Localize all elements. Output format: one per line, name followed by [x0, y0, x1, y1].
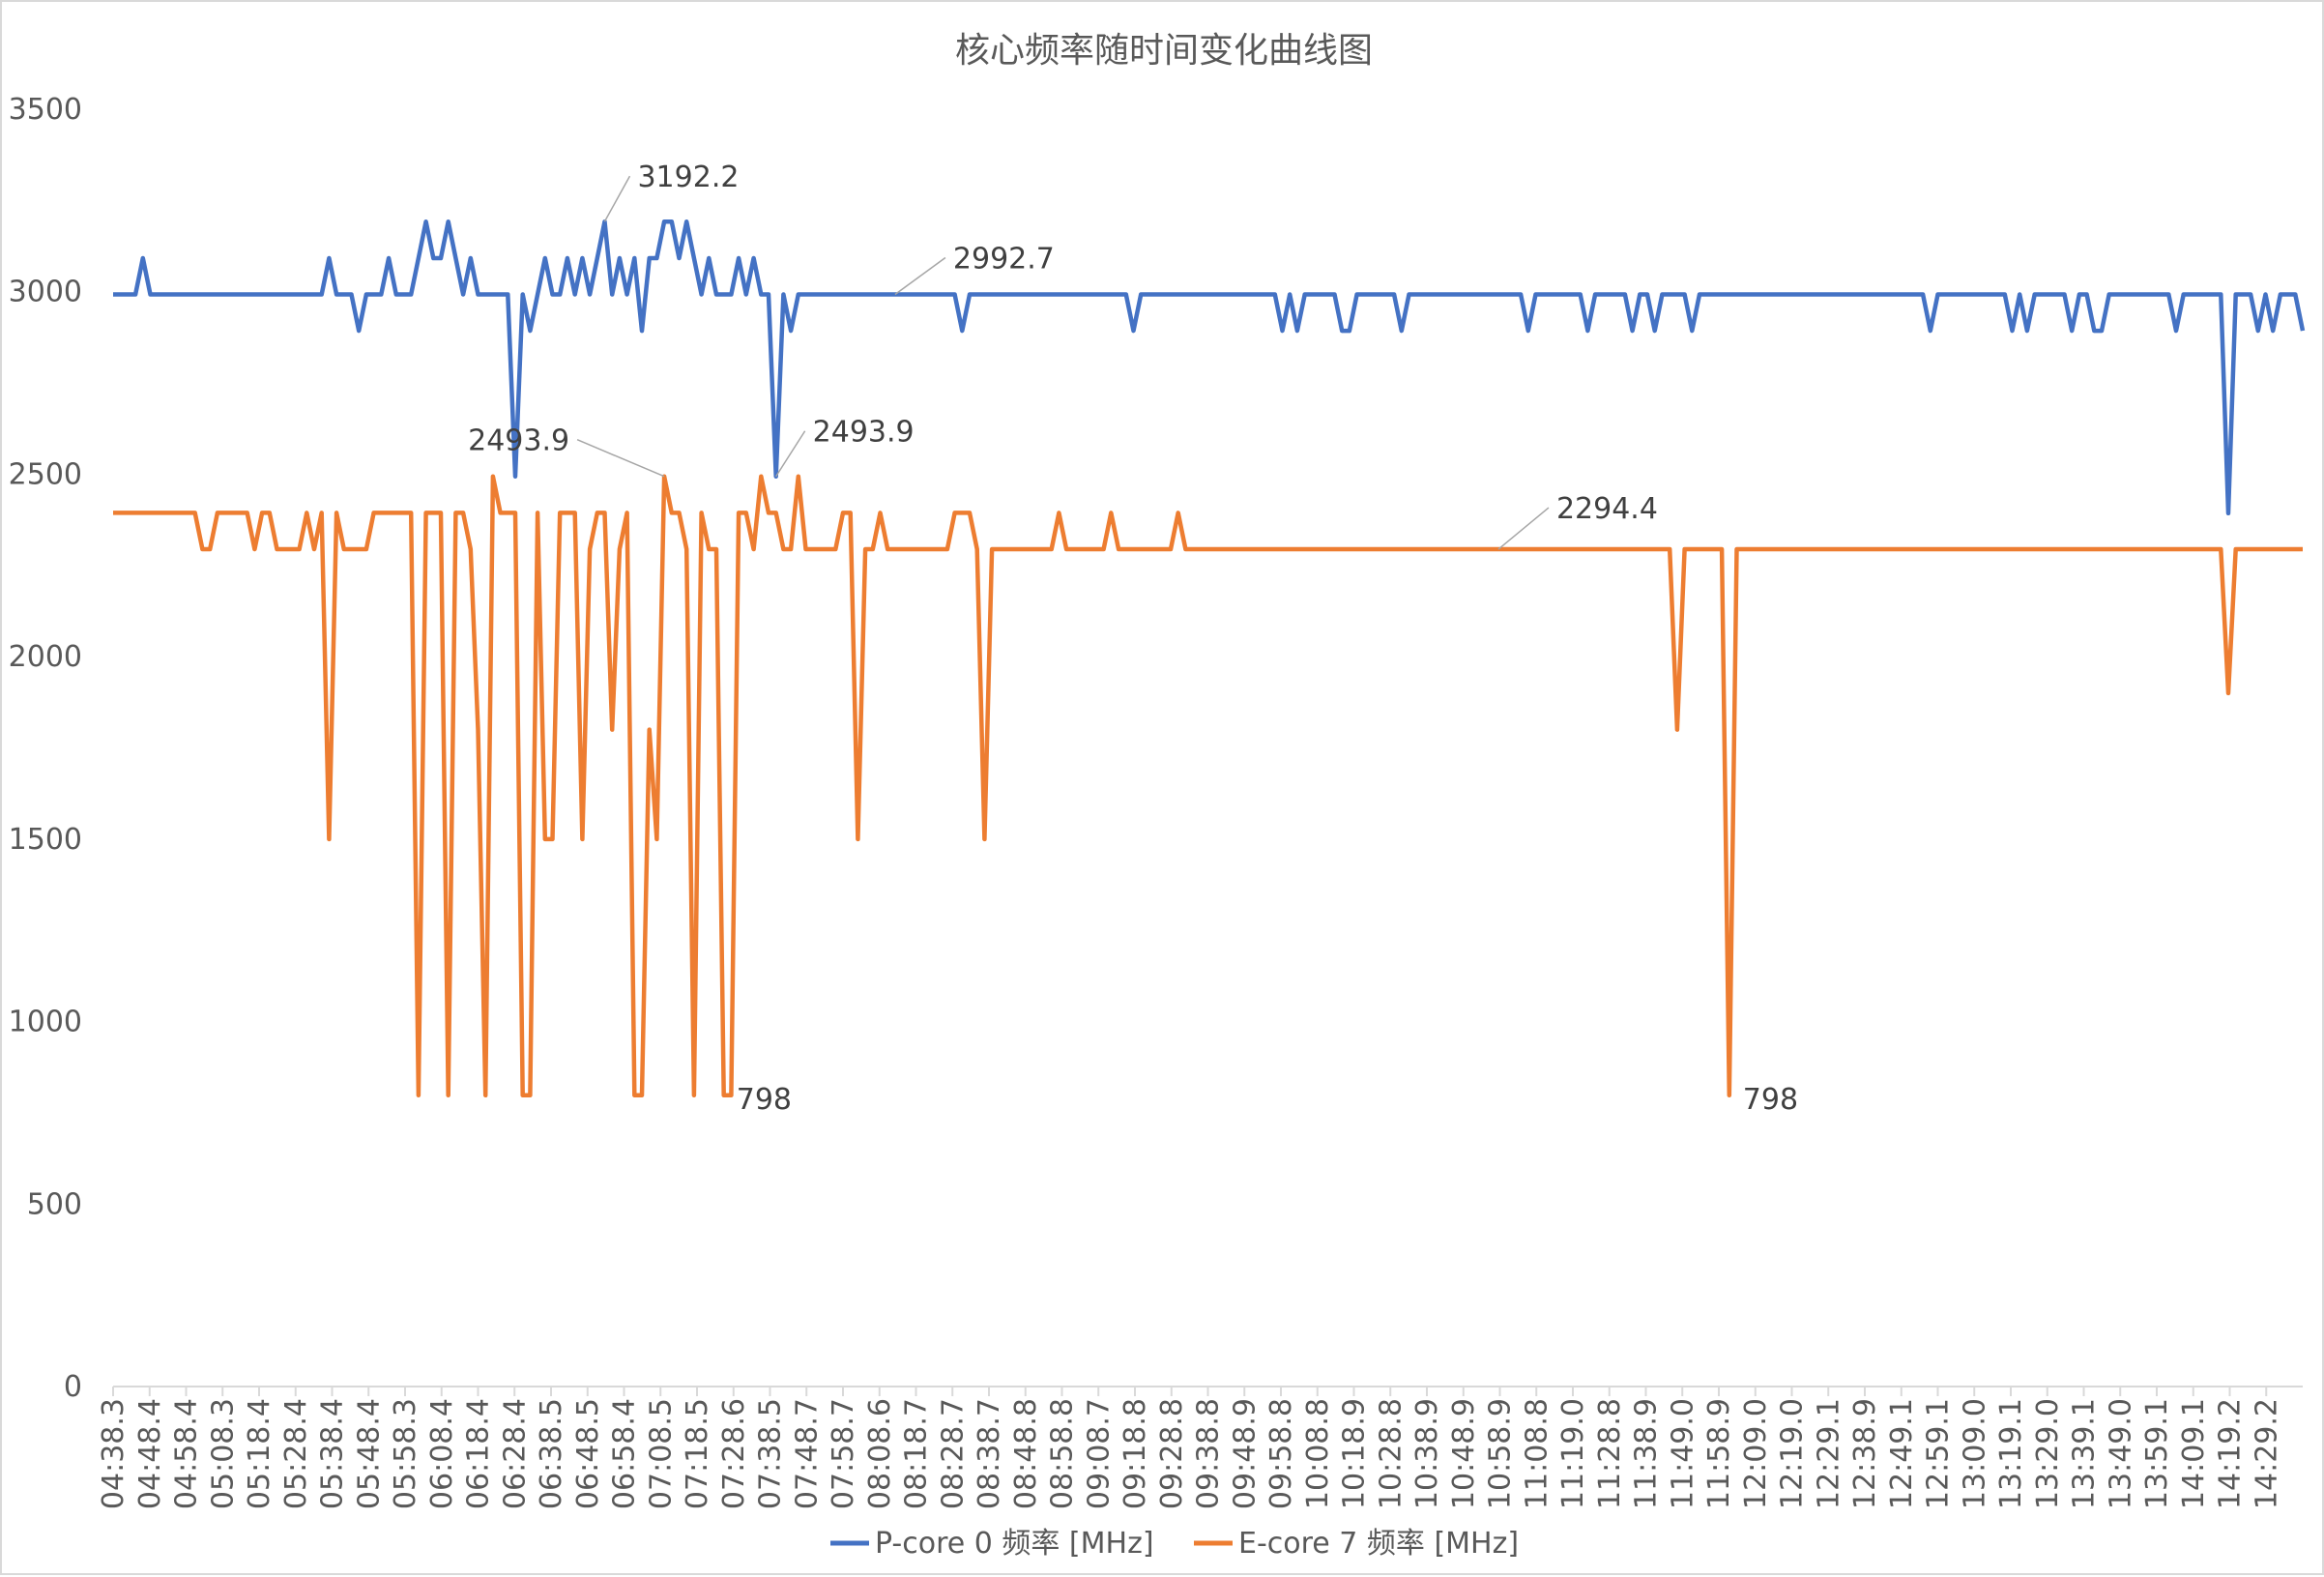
x-tick-label: 06:18.4	[462, 1398, 496, 1509]
x-tick-label: 06:58.4	[608, 1398, 642, 1509]
x-tick-label: 07:28.6	[717, 1398, 751, 1509]
x-tick-label: 07:38.5	[754, 1398, 788, 1509]
data-label: 798	[737, 1083, 792, 1117]
x-tick-label: 13:59.1	[2140, 1398, 2174, 1509]
data-label-layer: 3192.2 2992.7 2493.9 2493.9 2294.4 798 798	[468, 161, 1798, 1117]
x-tick-label: 08:28.7	[936, 1398, 970, 1509]
x-tick-label: 05:18.4	[243, 1398, 276, 1509]
x-tick-label: 07:18.5	[681, 1398, 714, 1509]
data-label-leader	[894, 256, 946, 296]
x-tick-label: 13:19.1	[1994, 1398, 2028, 1509]
x-tick-label: 14:29.2	[2250, 1398, 2283, 1509]
x-tick-label: 11:38.9	[1630, 1398, 1664, 1509]
x-tick-label: 06:28.4	[498, 1398, 532, 1509]
y-tick-label: 1000	[9, 1006, 82, 1039]
x-tick-label: 11:49.0	[1666, 1398, 1699, 1509]
data-label: 2992.7	[953, 242, 1055, 276]
y-tick-label: 500	[27, 1187, 82, 1221]
x-tick-label: 05:08.3	[206, 1398, 240, 1509]
legend-item-p-core[interactable]: P-core 0 频率 [MHz]	[830, 1527, 1154, 1561]
y-tick-label: 3000	[9, 276, 82, 309]
x-tick-label: 13:29.0	[2031, 1398, 2065, 1509]
x-tick-label: 12:38.9	[1848, 1398, 1882, 1509]
x-tick-label: 10:58.9	[1484, 1398, 1518, 1509]
x-tick-label: 05:48.4	[352, 1398, 386, 1509]
x-tick-label: 04:58.4	[170, 1398, 204, 1509]
x-tick-label: 11:58.9	[1702, 1398, 1736, 1509]
data-label: 798	[1743, 1083, 1798, 1117]
x-tick-label: 11:19.0	[1556, 1398, 1590, 1509]
x-tick-label: 09:48.9	[1228, 1398, 1262, 1509]
x-tick-label: 05:38.4	[316, 1398, 350, 1509]
data-label-leader	[576, 439, 665, 478]
x-tick-label: 07:58.7	[827, 1398, 860, 1509]
y-tick-label: 2000	[9, 640, 82, 674]
x-tick-label: 14:19.2	[2214, 1398, 2248, 1509]
data-label-leader	[775, 430, 806, 478]
x-tick-label: 10:28.8	[1374, 1398, 1408, 1509]
legend-item-e-core[interactable]: E-core 7 频率 [MHz]	[1194, 1527, 1519, 1561]
x-tick-label: 10:38.9	[1410, 1398, 1444, 1509]
x-tick-label: 08:58.8	[1046, 1398, 1080, 1509]
series-line-e-core	[113, 474, 2303, 1098]
y-tick-label: 2500	[9, 457, 82, 491]
x-tick-label: 09:38.8	[1192, 1398, 1226, 1509]
legend-label-p-core: P-core 0 频率 [MHz]	[875, 1527, 1154, 1561]
x-tick-label: 08:48.8	[1009, 1398, 1043, 1509]
x-tick-label: 11:28.8	[1593, 1398, 1627, 1509]
data-label: 2493.9	[813, 416, 915, 450]
x-tick-label: 04:38.3	[97, 1398, 131, 1509]
legend-label-e-core: E-core 7 频率 [MHz]	[1238, 1527, 1519, 1561]
y-axis: 0 500 1000 1500 2000 2500 3000 3500	[9, 93, 82, 1404]
x-tick-label: 06:08.4	[425, 1398, 459, 1509]
x-tick-label: 10:18.9	[1338, 1398, 1372, 1509]
x-tick-label: 12:59.1	[1922, 1398, 1956, 1509]
x-tick-label: 12:19.0	[1776, 1398, 1810, 1509]
x-tick-label: 06:38.5	[535, 1398, 568, 1509]
chart-title: 核心频率随时间变化曲线图	[955, 31, 1373, 71]
data-label-leader	[603, 175, 631, 222]
y-tick-label: 1500	[9, 823, 82, 857]
data-label: 2294.4	[1556, 492, 1658, 526]
series-layer	[113, 219, 2306, 1098]
x-tick-label: 05:28.4	[279, 1398, 313, 1509]
x-tick-label: 08:08.6	[863, 1398, 897, 1509]
x-tick-label: 09:18.8	[1118, 1398, 1152, 1509]
x-tick-label: 06:48.5	[571, 1398, 605, 1509]
x-tick-label: 12:09.0	[1739, 1398, 1773, 1509]
x-tick-label: 04:48.4	[133, 1398, 167, 1509]
x-tick-label: 07:08.5	[644, 1398, 678, 1509]
y-tick-label: 3500	[9, 93, 82, 127]
x-tick-label: 10:08.8	[1301, 1398, 1335, 1509]
x-tick-label: 13:09.0	[1958, 1398, 1991, 1509]
x-tick-label: 13:39.1	[2068, 1398, 2102, 1509]
x-tick-label: 11:08.8	[1520, 1398, 1554, 1509]
x-tick-label: 09:58.8	[1264, 1398, 1298, 1509]
x-tick-label: 12:49.1	[1885, 1398, 1919, 1509]
x-tick-label: 13:49.0	[2104, 1398, 2137, 1509]
series-line-p-core	[113, 219, 2306, 516]
data-label: 2493.9	[468, 424, 569, 458]
data-label: 3192.2	[637, 161, 739, 194]
x-tick-label: 10:48.9	[1447, 1398, 1481, 1509]
y-tick-label: 0	[64, 1370, 82, 1404]
x-tick-label: 07:48.7	[790, 1398, 824, 1509]
x-tick-label: 09:28.8	[1155, 1398, 1189, 1509]
x-axis: 04:38.3 04:48.4 04:58.4 05:08.3 05:18.4 05:28…	[97, 1386, 2303, 1509]
data-label-leader	[1497, 507, 1550, 550]
x-tick-label: 05:58.3	[389, 1398, 422, 1509]
x-tick-label: 12:29.1	[1812, 1398, 1845, 1509]
x-tick-label: 08:18.7	[900, 1398, 934, 1509]
legend: P-core 0 频率 [MHz] E-core 7 频率 [MHz]	[830, 1527, 1519, 1561]
x-tick-label: 08:38.7	[973, 1398, 1006, 1509]
x-tick-label: 09:08.7	[1082, 1398, 1116, 1509]
x-tick-label: 14:09.1	[2177, 1398, 2211, 1509]
